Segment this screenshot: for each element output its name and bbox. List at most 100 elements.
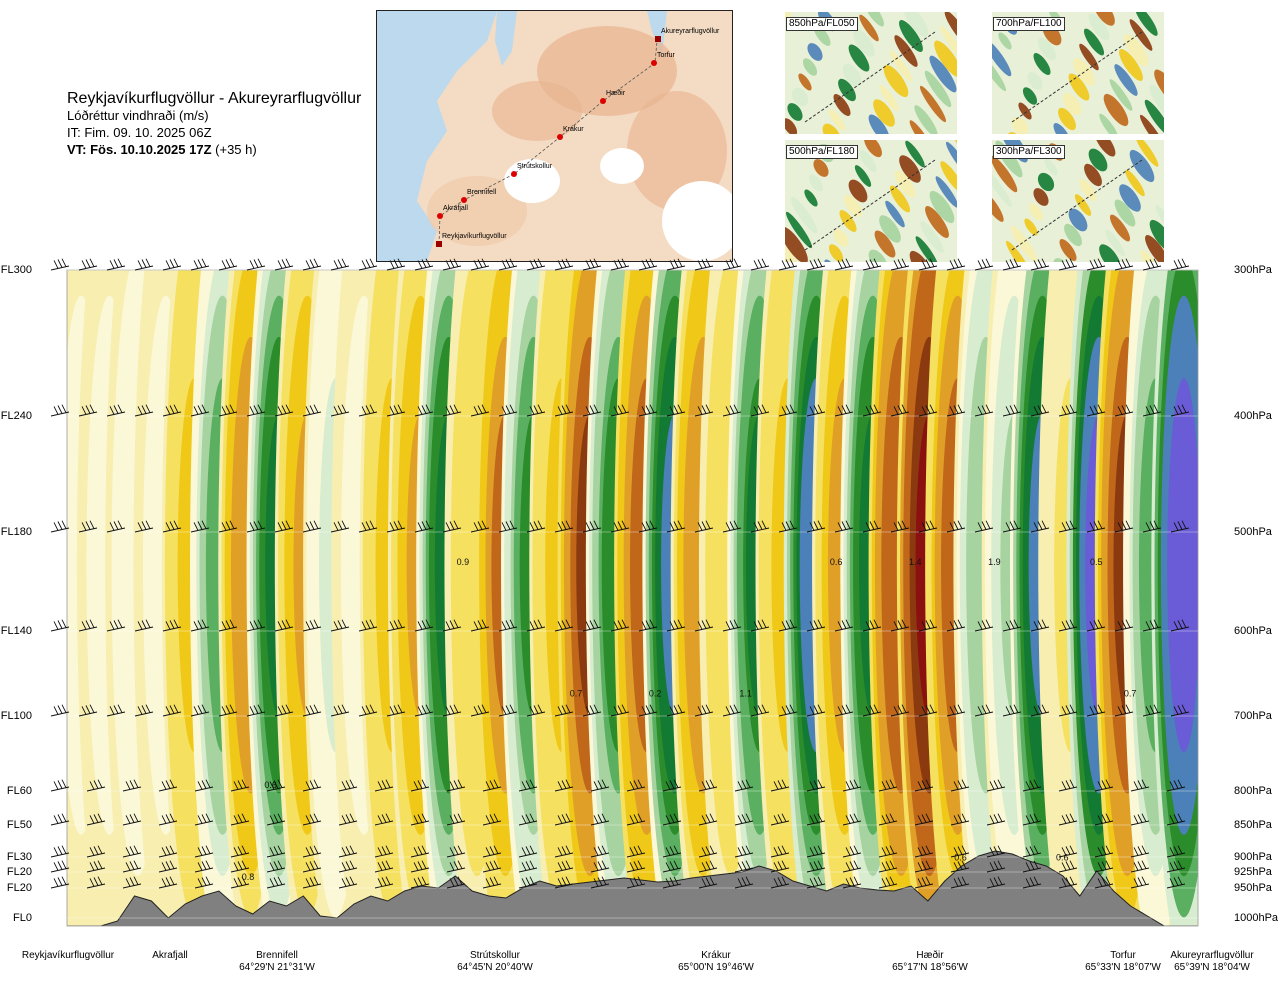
thumbnail-300[interactable]: 300hPa/FL300 [992, 140, 1164, 262]
flight-level-label: FL100 [0, 710, 32, 722]
thumbnail-500[interactable]: 500hPa/FL180 [785, 140, 957, 262]
wind-barb [134, 704, 154, 717]
thumbnail-field-blob [925, 206, 949, 238]
wind-barb [1166, 813, 1186, 826]
thumbnail-field-blob [920, 221, 944, 253]
wind-barb [890, 404, 910, 417]
thumbnail-field-blob [1033, 188, 1049, 206]
wind-barb [1094, 860, 1114, 873]
wind-barb [274, 704, 294, 717]
wind-barb [638, 404, 658, 417]
location-coord: 64°45'N 20°40'W [457, 962, 533, 973]
wind-barb [1058, 404, 1078, 417]
wind-barb [1142, 404, 1162, 417]
wind-barb [106, 258, 126, 271]
wind-barb [122, 813, 142, 826]
wind-barb [518, 845, 538, 858]
flight-level-label: FL60 [6, 785, 32, 797]
thumbnail-field-blob [1129, 19, 1153, 51]
wind-barb [950, 779, 970, 792]
thumbnail-field-blob [785, 241, 803, 262]
wind-barb [446, 813, 466, 826]
wind-barb [986, 813, 1006, 826]
wind-barb [806, 860, 826, 873]
wind-barb [1142, 258, 1162, 271]
wind-barb [842, 876, 862, 889]
location-label: Reykjavíkurflugvöllur [8, 950, 128, 962]
map-point-6 [437, 213, 443, 219]
wind-barb [842, 845, 862, 858]
wind-barb [1086, 619, 1106, 632]
wind-barb [662, 860, 682, 873]
wind-barb [750, 520, 770, 533]
wind-barb [374, 779, 394, 792]
wind-barb [878, 876, 898, 889]
wind-barb [246, 704, 266, 717]
wind-barb [386, 258, 406, 271]
wind-barb [518, 860, 538, 873]
thumbnail-field-blob [828, 244, 844, 262]
thumbnail-field-blob [1154, 69, 1164, 107]
thumbnail-field-blob [1149, 84, 1164, 122]
wind-barb [302, 876, 322, 889]
thumbnail-field-blob [1149, 219, 1164, 253]
wind-barb [442, 704, 462, 717]
wind-barb [914, 779, 934, 792]
wind-barb [806, 813, 826, 826]
wind-barb [918, 520, 938, 533]
thumbnail-field-blob [924, 70, 952, 108]
wind-barb [554, 704, 574, 717]
wind-barb [122, 860, 142, 873]
thumbnail-700[interactable]: 700hPa/FL100 [992, 12, 1164, 134]
wind-barb [722, 704, 742, 717]
thumbnail-field-blob [992, 54, 1007, 92]
wind-barb [134, 404, 154, 417]
wind-barb [230, 860, 250, 873]
wind-barb [610, 704, 630, 717]
thumbnail-field-blob [894, 170, 916, 198]
pressure-level-label: 900hPa [1234, 851, 1272, 863]
wind-barb [446, 845, 466, 858]
wind-barb [694, 404, 714, 417]
wind-barb [890, 704, 910, 717]
wind-barb [218, 404, 238, 417]
pressure-level-label: 700hPa [1234, 710, 1272, 722]
valid-time: VT: Fös. 10.10.2025 17Z (+35 h) [67, 142, 257, 157]
wind-barb [1058, 704, 1078, 717]
thumbnail-field-blob [1084, 163, 1102, 187]
location-name: Strútskollur [469, 950, 520, 961]
wind-barb [122, 845, 142, 858]
wind-barb [106, 404, 126, 417]
wind-barb [162, 619, 182, 632]
wind-barb [638, 619, 658, 632]
contour-label: 0.8 [242, 872, 255, 882]
wind-barb [230, 845, 250, 858]
thumbnail-850[interactable]: 850hPa/FL050 [785, 12, 957, 134]
wind-barb [694, 619, 714, 632]
wind-barb [410, 813, 430, 826]
wind-barb [1058, 779, 1078, 792]
wind-barb [86, 860, 106, 873]
flight-level-label: FL30 [6, 851, 32, 863]
thumbnail-field-blob [785, 118, 798, 134]
wind-barb [302, 258, 322, 271]
wind-barb [194, 876, 214, 889]
thumbnail-field-blob [808, 174, 824, 192]
wind-barb [1086, 520, 1106, 533]
wind-barb [482, 860, 502, 873]
location-label: Brennifell 64°29'N 21°31'W [217, 950, 337, 974]
wind-barb [358, 258, 378, 271]
wind-barb [158, 845, 178, 858]
wind-barb [498, 619, 518, 632]
wind-barb [1130, 876, 1150, 889]
thumbnail-field-blob [874, 230, 896, 258]
wind-barb [750, 704, 770, 717]
wind-barb [946, 704, 966, 717]
wind-barb [374, 845, 394, 858]
wind-barb [590, 813, 610, 826]
thumbnail-field-blob [1134, 12, 1158, 36]
wind-barb [806, 779, 826, 792]
wind-barb [638, 520, 658, 533]
wind-barb [698, 813, 718, 826]
thumbnail-field-blob [864, 140, 882, 158]
